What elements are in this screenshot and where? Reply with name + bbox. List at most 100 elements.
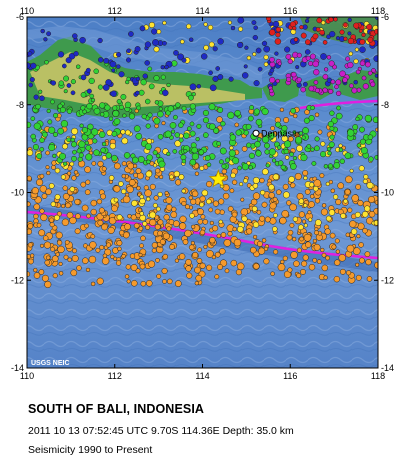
- earthquake-dot: [345, 175, 353, 184]
- lat-tick-label-right: -12: [381, 275, 394, 285]
- lon-tick-label-top: 118: [371, 6, 385, 16]
- earthquake-dot: [68, 52, 76, 60]
- earthquake-dot: [178, 253, 186, 260]
- earthquake-dot: [247, 115, 254, 122]
- earthquake-dot: [71, 175, 77, 181]
- earthquake-dot: [282, 183, 289, 190]
- earthquake-dot: [354, 47, 359, 52]
- earthquake-dot: [271, 158, 277, 163]
- earthquake-dot: [110, 254, 115, 259]
- earthquake-dot: [254, 140, 261, 148]
- earthquake-dot: [356, 234, 361, 239]
- earthquake-dot: [308, 201, 315, 208]
- earthquake-dot: [312, 238, 318, 244]
- earthquake-dot: [367, 70, 373, 76]
- earthquake-dot: [309, 182, 315, 188]
- earthquake-dot: [52, 153, 57, 159]
- earthquake-dot: [209, 220, 215, 226]
- earthquake-dot: [233, 238, 242, 247]
- earthquake-dot: [222, 192, 230, 200]
- earthquake-dot: [279, 107, 285, 112]
- earthquake-dot: [153, 195, 159, 201]
- earthquake-dot: [326, 55, 332, 60]
- earthquake-dot: [184, 229, 192, 238]
- earthquake-dot: [154, 123, 159, 129]
- earthquake-dot: [292, 26, 297, 31]
- earthquake-dot: [300, 268, 306, 275]
- earthquake-dot: [229, 134, 237, 141]
- earthquake-dot: [112, 105, 118, 111]
- earthquake-dot: [356, 87, 362, 93]
- earthquake-dot: [189, 103, 196, 110]
- earthquake-dot: [149, 218, 157, 227]
- earthquake-dot: [347, 17, 352, 23]
- earthquake-dot: [156, 29, 162, 35]
- earthquake-dot: [272, 173, 280, 181]
- earthquake-dot: [263, 45, 271, 53]
- earthquake-dot: [292, 113, 298, 119]
- earthquake-dot: [27, 228, 33, 235]
- earthquake-dot: [140, 79, 147, 86]
- earthquake-dot: [347, 207, 353, 213]
- earthquake-dot: [248, 165, 253, 170]
- earthquake-dot: [148, 83, 155, 90]
- earthquake-dot: [357, 66, 362, 71]
- earthquake-dot: [308, 263, 316, 271]
- earthquake-dot: [261, 40, 268, 47]
- earthquake-dot: [45, 255, 51, 260]
- earthquake-dot: [153, 163, 158, 168]
- earthquake-dot: [305, 55, 311, 61]
- earthquake-dot: [157, 110, 164, 118]
- earthquake-dot: [264, 216, 271, 223]
- earthquake-dot: [198, 149, 205, 156]
- earthquake-dot: [178, 174, 185, 180]
- earthquake-dot: [270, 271, 275, 276]
- earthquake-dot: [48, 143, 56, 152]
- earthquake-dot: [121, 161, 127, 167]
- earthquake-dot: [330, 79, 336, 85]
- lon-tick-label-top: 110: [20, 6, 34, 16]
- earthquake-dot: [116, 52, 122, 58]
- earthquake-dot: [72, 248, 77, 254]
- earthquake-dot: [48, 126, 56, 134]
- earthquake-dot: [315, 27, 321, 32]
- seismicity-period: Seismicity 1990 to Present: [28, 444, 153, 456]
- earthquake-dot: [252, 34, 258, 41]
- earthquake-dot: [70, 90, 76, 96]
- earthquake-dot: [209, 84, 217, 92]
- earthquake-dot: [39, 173, 45, 179]
- earthquake-dot: [45, 165, 50, 170]
- earthquake-dot: [106, 129, 113, 136]
- earthquake-dot: [111, 131, 118, 137]
- earthquake-dot: [236, 41, 244, 49]
- earthquake-dot: [230, 172, 236, 179]
- earthquake-dot: [66, 83, 72, 88]
- earthquake-dot: [32, 144, 39, 151]
- earthquake-dot: [76, 148, 82, 154]
- earthquake-dot: [246, 142, 252, 148]
- earthquake-dot: [104, 104, 111, 111]
- earthquake-dot: [157, 230, 163, 237]
- earthquake-dot: [149, 183, 156, 190]
- earthquake-dot: [126, 185, 134, 194]
- earthquake-dot: [149, 211, 157, 219]
- earthquake-dot: [279, 217, 287, 225]
- page-title: SOUTH OF BALI, INDONESIA: [28, 402, 205, 416]
- earthquake-markers: [27, 17, 378, 289]
- earthquake-dot: [257, 66, 263, 72]
- earthquake-dot: [164, 130, 172, 138]
- earthquake-dot: [135, 76, 141, 81]
- earthquake-dot: [366, 276, 373, 282]
- earthquake-dot: [197, 218, 204, 225]
- earthquake-dot: [175, 179, 182, 186]
- earthquake-dot: [113, 197, 119, 203]
- earthquake-dot: [300, 32, 307, 39]
- earthquake-dot: [246, 55, 252, 61]
- earthquake-dot: [241, 163, 249, 171]
- earthquake-dot: [119, 230, 125, 236]
- earthquake-dot: [263, 61, 269, 67]
- earthquake-dot: [69, 186, 76, 192]
- earthquake-dot: [70, 269, 78, 277]
- earthquake-dot: [329, 134, 335, 140]
- earthquake-dot: [358, 165, 365, 172]
